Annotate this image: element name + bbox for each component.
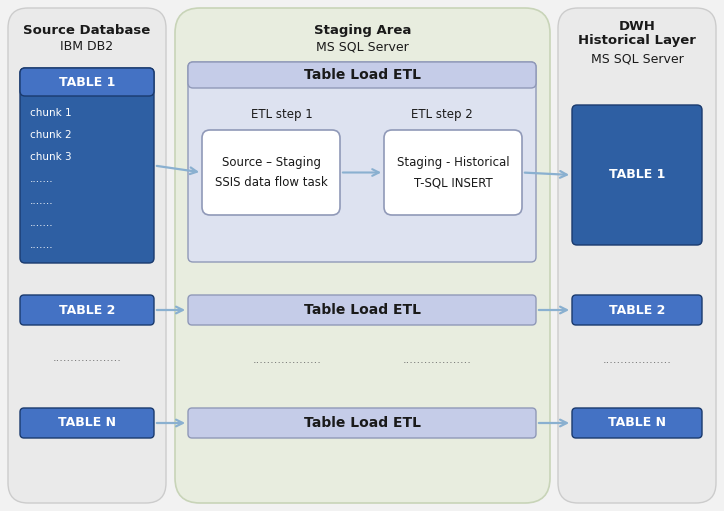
Text: SSIS data flow task: SSIS data flow task bbox=[214, 176, 327, 189]
FancyBboxPatch shape bbox=[572, 408, 702, 438]
FancyBboxPatch shape bbox=[20, 68, 154, 263]
FancyBboxPatch shape bbox=[384, 130, 522, 215]
Text: TABLE N: TABLE N bbox=[58, 416, 116, 430]
Text: TABLE 2: TABLE 2 bbox=[609, 304, 665, 316]
FancyBboxPatch shape bbox=[175, 8, 550, 503]
Text: MS SQL Server: MS SQL Server bbox=[316, 40, 409, 53]
FancyBboxPatch shape bbox=[8, 8, 166, 503]
Text: Table Load ETL: Table Load ETL bbox=[303, 68, 421, 82]
FancyBboxPatch shape bbox=[20, 408, 154, 438]
FancyBboxPatch shape bbox=[188, 408, 536, 438]
FancyBboxPatch shape bbox=[558, 8, 716, 503]
Text: .......: ....... bbox=[30, 218, 54, 228]
Text: ETL step 1: ETL step 1 bbox=[251, 108, 313, 121]
Text: IBM DB2: IBM DB2 bbox=[60, 40, 114, 53]
Text: Table Load ETL: Table Load ETL bbox=[303, 303, 421, 317]
Text: ...................: ................... bbox=[53, 353, 122, 363]
Text: T-SQL INSERT: T-SQL INSERT bbox=[413, 176, 492, 189]
FancyBboxPatch shape bbox=[188, 62, 536, 262]
Text: chunk 1: chunk 1 bbox=[30, 108, 72, 118]
Text: chunk 3: chunk 3 bbox=[30, 152, 72, 162]
FancyBboxPatch shape bbox=[572, 295, 702, 325]
Text: ...................: ................... bbox=[602, 355, 671, 365]
FancyBboxPatch shape bbox=[188, 62, 536, 88]
Text: ...................: ................... bbox=[253, 355, 322, 365]
Text: Source Database: Source Database bbox=[23, 24, 151, 37]
Text: chunk 2: chunk 2 bbox=[30, 130, 72, 140]
FancyBboxPatch shape bbox=[20, 295, 154, 325]
Text: .......: ....... bbox=[30, 196, 54, 206]
Text: Source – Staging: Source – Staging bbox=[222, 156, 321, 169]
FancyBboxPatch shape bbox=[20, 68, 154, 96]
Text: DWH: DWH bbox=[618, 20, 655, 33]
Text: TABLE 2: TABLE 2 bbox=[59, 304, 115, 316]
Text: Staging Area: Staging Area bbox=[313, 24, 411, 37]
Text: Historical Layer: Historical Layer bbox=[578, 34, 696, 47]
FancyBboxPatch shape bbox=[188, 295, 536, 325]
Text: .......: ....... bbox=[30, 240, 54, 250]
Text: TABLE 1: TABLE 1 bbox=[609, 169, 665, 181]
Text: ETL step 2: ETL step 2 bbox=[411, 108, 473, 121]
Text: TABLE 1: TABLE 1 bbox=[59, 76, 115, 88]
Text: TABLE N: TABLE N bbox=[608, 416, 666, 430]
FancyBboxPatch shape bbox=[202, 130, 340, 215]
Text: ...................: ................... bbox=[403, 355, 472, 365]
Text: Table Load ETL: Table Load ETL bbox=[303, 416, 421, 430]
Text: MS SQL Server: MS SQL Server bbox=[591, 52, 683, 65]
Text: Staging - Historical: Staging - Historical bbox=[397, 156, 509, 169]
Text: .......: ....... bbox=[30, 174, 54, 184]
FancyBboxPatch shape bbox=[572, 105, 702, 245]
